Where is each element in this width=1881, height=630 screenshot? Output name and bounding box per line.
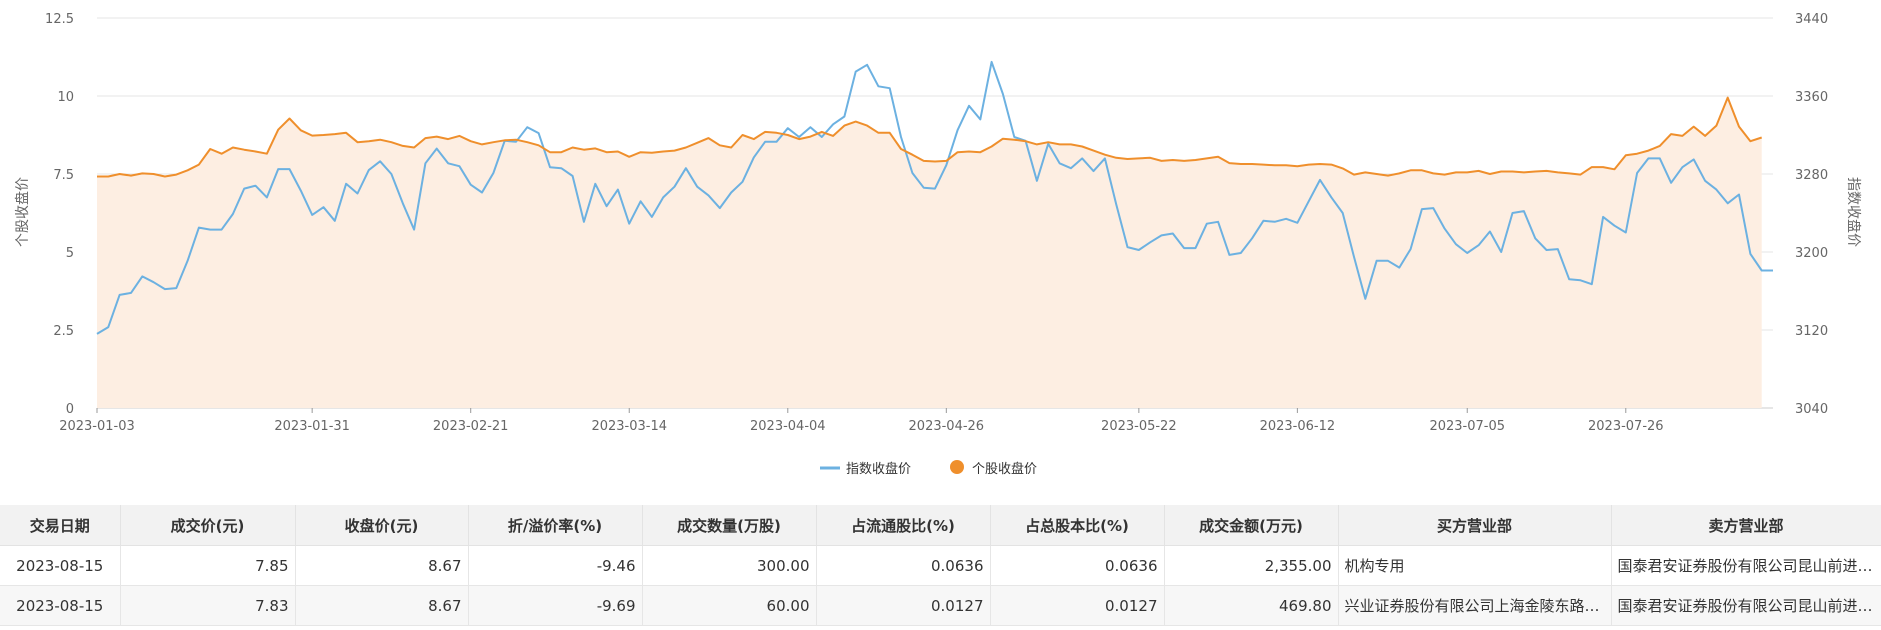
left-tick-label: 7.5 (53, 168, 74, 183)
header-amount: 成交金额(万元) (1164, 505, 1339, 546)
header-volume: 成交数量(万股) (642, 505, 817, 546)
legend-stock-swatch (950, 460, 964, 474)
x-tick-label: 2023-07-26 (1588, 419, 1664, 434)
cell-total-ratio: 0.0636 (990, 545, 1165, 586)
x-tick-label: 2023-07-05 (1429, 419, 1505, 434)
cell-volume: 60.00 (642, 585, 817, 626)
cell-date: 2023-08-15 (0, 545, 121, 586)
legend-item-stock[interactable]: 个股收盘价 (950, 460, 1037, 477)
cell-volume: 300.00 (642, 545, 817, 586)
cell-close-price: 8.67 (295, 585, 469, 626)
cell-buyer[interactable]: 机构专用 (1338, 545, 1612, 586)
x-tick-label: 2023-03-14 (591, 419, 667, 434)
cell-seller[interactable]: 国泰君安证券股份有限公司昆山前进中路证券营业部 (1611, 585, 1881, 626)
table-row: 2023-08-15 7.85 8.67 -9.46 300.00 0.0636… (0, 545, 1881, 586)
left-tick-label: 5 (66, 246, 74, 261)
left-tick-label: 2.5 (53, 324, 74, 339)
legend-index-label: 指数收盘价 (846, 461, 911, 477)
right-tick-label: 3360 (1795, 90, 1828, 105)
header-buyer: 买方营业部 (1338, 505, 1612, 546)
cell-premium-rate: -9.46 (468, 545, 643, 586)
cell-float-ratio: 0.0636 (816, 545, 991, 586)
left-axis-label: 个股收盘价 (14, 177, 31, 247)
right-axis-label: 指数收盘价 (1845, 177, 1862, 247)
cell-deal-price: 7.85 (120, 545, 296, 586)
x-axis-ticks: 2023-01-03 2023-01-31 2023-02-21 2023-03-14… (59, 408, 1664, 434)
table-header-row: 交易日期 成交价(元) 收盘价(元) 折/溢价率(%) 成交数量(万股) 占流通… (0, 505, 1881, 546)
header-float-ratio: 占流通股比(%) (816, 505, 991, 546)
header-seller: 卖方营业部 (1611, 505, 1881, 546)
cell-date: 2023-08-15 (0, 585, 121, 626)
block-trade-table: 交易日期 成交价(元) 收盘价(元) 折/溢价率(%) 成交数量(万股) 占流通… (0, 505, 1881, 626)
right-tick-label: 3200 (1795, 246, 1828, 261)
cell-total-ratio: 0.0127 (990, 585, 1165, 626)
stock-close-line (97, 96, 1763, 178)
cell-float-ratio: 0.0127 (816, 585, 991, 626)
left-tick-label: 10 (57, 90, 74, 105)
header-premium-rate: 折/溢价率(%) (468, 505, 643, 546)
cell-deal-price: 7.83 (120, 585, 296, 626)
header-date: 交易日期 (0, 505, 121, 546)
right-tick-label: 3280 (1795, 168, 1828, 183)
cell-seller[interactable]: 国泰君安证券股份有限公司昆山前进中路证券营业部 (1611, 545, 1881, 586)
header-close-price: 收盘价(元) (295, 505, 469, 546)
index-close-line (96, 60, 1773, 335)
cell-buyer[interactable]: 兴业证券股份有限公司上海金陵东路证券营业部 (1338, 585, 1612, 626)
cell-close-price: 8.67 (295, 545, 469, 586)
legend-item-index[interactable]: 指数收盘价 (820, 461, 911, 477)
stock-close-area (97, 97, 1762, 408)
header-total-ratio: 占总股本比(%) (990, 505, 1165, 546)
left-tick-label: 12.5 (45, 12, 74, 27)
cell-premium-rate: -9.69 (468, 585, 643, 626)
table-row: 2023-08-15 7.83 8.67 -9.69 60.00 0.0127 … (0, 585, 1881, 626)
right-tick-label: 3120 (1795, 324, 1828, 339)
cell-amount: 2,355.00 (1164, 545, 1339, 586)
x-tick-label: 2023-04-04 (750, 419, 826, 434)
right-axis-ticks: 3040 3120 3200 3280 3360 3440 (1795, 12, 1828, 417)
left-axis-ticks: 0 2.5 5 7.5 10 12.5 (45, 12, 74, 417)
cell-amount: 469.80 (1164, 585, 1339, 626)
right-tick-label: 3040 (1795, 402, 1828, 417)
x-tick-label: 2023-06-12 (1260, 419, 1336, 434)
x-tick-label: 2023-04-26 (909, 419, 985, 434)
x-tick-label: 2023-01-03 (59, 419, 135, 434)
x-tick-label: 2023-01-31 (274, 419, 350, 434)
right-tick-label: 3440 (1795, 12, 1828, 27)
left-tick-label: 0 (66, 402, 74, 417)
legend: 指数收盘价 个股收盘价 (820, 460, 1037, 477)
legend-stock-label: 个股收盘价 (972, 461, 1037, 477)
header-deal-price: 成交价(元) (120, 505, 296, 546)
x-tick-label: 2023-05-22 (1101, 419, 1177, 434)
x-tick-label: 2023-02-21 (433, 419, 509, 434)
